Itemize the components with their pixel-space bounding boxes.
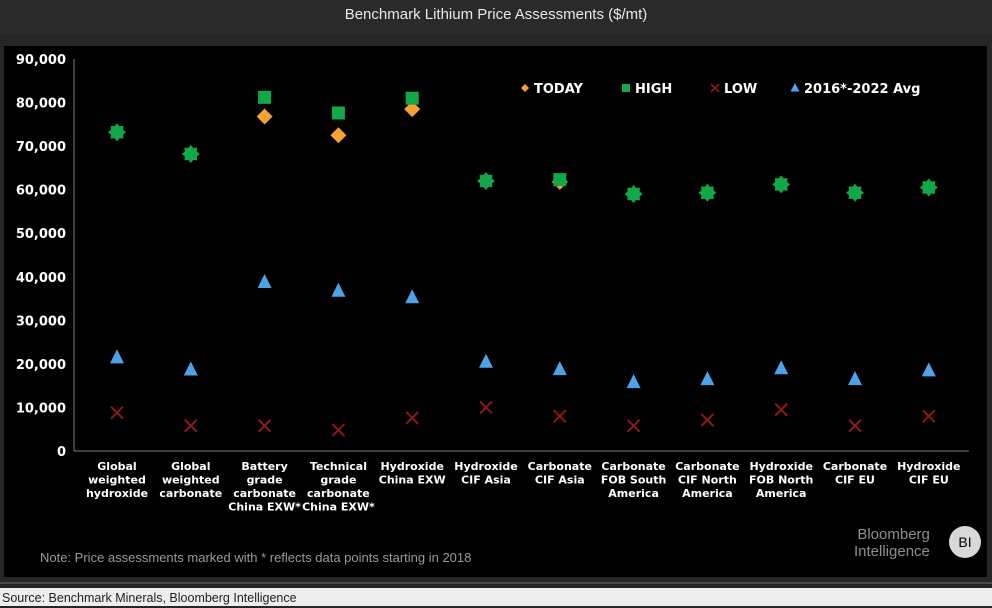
x-tick-label: Global weighted hydroxide (86, 460, 148, 500)
today-high-point (477, 172, 495, 190)
y-tick-label: 30,000 (16, 314, 66, 329)
avg-point (921, 362, 936, 377)
avg-point (479, 353, 493, 368)
x-tick-label: Hydroxide CIF EU (897, 460, 960, 487)
y-tick-label: 80,000 (16, 97, 66, 112)
today-high-point (919, 178, 938, 197)
low-point (110, 405, 124, 420)
x-tick-label: Carbonate CIF Asia (528, 460, 592, 487)
high-point (258, 90, 272, 104)
low-point (553, 409, 567, 423)
low-point (331, 423, 346, 437)
x-tick-label: Carbonate FOB South America (601, 460, 666, 500)
y-tick-label: 10,000 (16, 401, 66, 416)
avg-point (700, 371, 715, 386)
today-high-point (846, 183, 864, 202)
avg-point (774, 360, 789, 375)
today-high-point (108, 123, 126, 142)
y-tick-label: 20,000 (16, 358, 66, 373)
scatter-chart: 0 10,000 20,000 30,000 40,000 50,000 60,000 70,… (16, 53, 969, 514)
x-tick-label: Carbonate CIF North America (675, 460, 739, 500)
legend-today-icon (521, 84, 529, 92)
x-axis: Global weighted hydroxide Global weighted car… (86, 460, 961, 514)
legend-label: LOW (724, 82, 757, 97)
x-tick-label: Carbonate CIF EU (823, 460, 887, 487)
low-point (626, 419, 641, 433)
x-tick-label: Hydroxide China EXW (379, 460, 446, 487)
today-point (404, 101, 421, 118)
chart-legend: TODAY HIGH LOW 2016*-2022 Avg (521, 82, 920, 97)
today-high-point (772, 175, 791, 194)
source-line: Source: Benchmark Minerals, Bloomberg In… (0, 588, 992, 606)
low-point (257, 419, 272, 433)
avg-point (552, 361, 567, 376)
avg-point (331, 282, 346, 297)
y-tick-label: 40,000 (16, 271, 66, 286)
legend-label: TODAY (534, 82, 584, 97)
y-tick-label: 60,000 (16, 184, 66, 199)
x-tick-label: Battery grade carbonate China EXW* (228, 460, 301, 514)
legend-avg-icon (790, 83, 800, 92)
today-high-point (698, 183, 717, 202)
brand-line-2: Intelligence (854, 543, 930, 560)
low-point (405, 411, 419, 425)
y-axis: 0 10,000 20,000 30,000 40,000 50,000 60,000 70,… (16, 53, 969, 460)
y-tick-label: 0 (57, 445, 66, 460)
bi-logo-icon: BI (949, 526, 981, 558)
avg-point (183, 361, 198, 376)
high-point (553, 173, 567, 187)
x-tick-label: Technical grade carbonate China EXW* (302, 460, 375, 514)
chart-marks (108, 90, 938, 437)
x-tick-label: Hydroxide CIF Asia (454, 460, 517, 487)
high-point (405, 91, 419, 105)
low-point (922, 409, 936, 423)
chart-panel: 0 10,000 20,000 30,000 40,000 50,000 60,000 70,… (4, 46, 987, 577)
avg-point (848, 371, 862, 386)
avg-point (405, 289, 420, 304)
today-point (256, 108, 273, 125)
divider (0, 582, 992, 584)
brand-wordmark: Bloomberg Intelligence (854, 526, 930, 560)
low-point (848, 419, 862, 433)
brand-line-1: Bloomberg (857, 526, 930, 543)
avg-point (626, 374, 641, 389)
x-tick-label: Hydroxide FOB North America (749, 460, 813, 500)
today-point (330, 127, 347, 144)
today-high-point (181, 145, 200, 163)
legend-label: HIGH (635, 82, 672, 97)
chart-title-bar: Benchmark Lithium Price Assessments ($/m… (0, 0, 992, 34)
y-tick-label: 50,000 (16, 227, 66, 242)
legend-label: 2016*-2022 Avg (804, 82, 920, 97)
low-point (479, 400, 493, 415)
avg-point (110, 349, 124, 364)
high-point (331, 106, 345, 120)
today-high-point (624, 185, 643, 203)
footnote: Note: Price assessments marked with * re… (40, 550, 472, 565)
avg-point (257, 274, 272, 289)
legend-high-icon (622, 84, 630, 92)
low-point (184, 419, 198, 433)
y-tick-label: 70,000 (16, 140, 66, 155)
x-tick-label: Global weighted carbonate (159, 460, 222, 500)
legend-low-icon (710, 83, 720, 93)
chart-title: Benchmark Lithium Price Assessments ($/m… (344, 6, 648, 23)
low-point (774, 402, 788, 417)
low-point (700, 413, 715, 427)
y-tick-label: 90,000 (16, 53, 66, 68)
